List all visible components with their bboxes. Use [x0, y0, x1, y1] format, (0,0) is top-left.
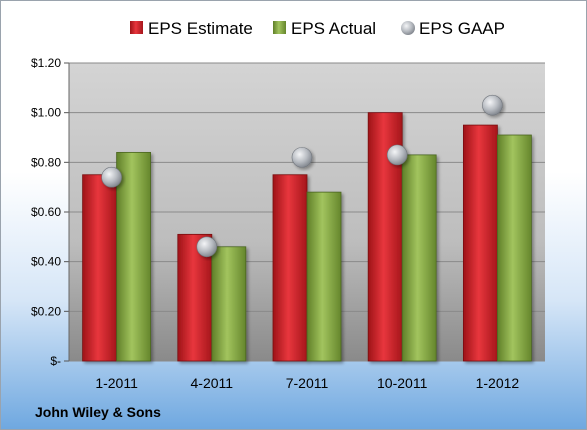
bar-eps-estimate [462, 124, 498, 362]
bar-eps-actual [496, 134, 532, 362]
y-tick-label: $1.00 [31, 106, 61, 120]
legend-label-actual: EPS Actual [291, 19, 376, 38]
legend-item-actual: EPS Actual [273, 19, 376, 38]
point-eps-gaap [101, 166, 122, 188]
bar-eps-actual [401, 154, 437, 362]
company-name: John Wiley & Sons [35, 404, 161, 420]
legend-swatch-gaap [401, 21, 415, 35]
y-axis: $- $0.20 $0.40 $0.60 $0.80 $1.00 $1.20 [31, 56, 70, 368]
point-eps-gaap [386, 144, 408, 166]
x-tick-label: 7-2011 [286, 375, 329, 391]
y-tick-label: $0.80 [31, 155, 61, 169]
point-eps-gaap [482, 94, 503, 116]
bar-eps-estimate [272, 174, 308, 362]
x-tick-label: 1-2011 [95, 375, 138, 391]
legend-label-estimate: EPS Estimate [148, 19, 253, 38]
y-tick-label: $0.60 [31, 205, 61, 219]
legend-swatch-estimate [130, 21, 143, 34]
legend-label-gaap: EPS GAAP [419, 19, 505, 38]
point-eps-gaap [291, 147, 313, 168]
x-axis: 1-2011 4-2011 7-2011 10-2011 1-2012 [95, 375, 519, 391]
legend: EPS Estimate EPS Actual EPS GAAP [130, 19, 505, 38]
x-tick-label: 1-2012 [476, 375, 520, 391]
legend-item-estimate: EPS Estimate [130, 19, 253, 38]
legend-swatch-actual [273, 21, 286, 34]
bar-eps-actual [211, 246, 247, 362]
y-tick-label: $0.20 [31, 304, 61, 318]
y-tick-label: $- [50, 354, 61, 368]
bar-eps-actual [116, 151, 151, 362]
point-eps-gaap [196, 236, 218, 258]
legend-item-gaap: EPS GAAP [401, 19, 505, 38]
y-tick-label: $1.20 [31, 56, 61, 70]
x-tick-label: 10-2011 [377, 375, 428, 391]
y-tick-label: $0.40 [31, 255, 61, 269]
bar-eps-actual [306, 191, 342, 362]
bar-eps-estimate [82, 174, 117, 362]
gaap-points [101, 94, 503, 258]
x-tick-label: 4-2011 [191, 375, 234, 391]
